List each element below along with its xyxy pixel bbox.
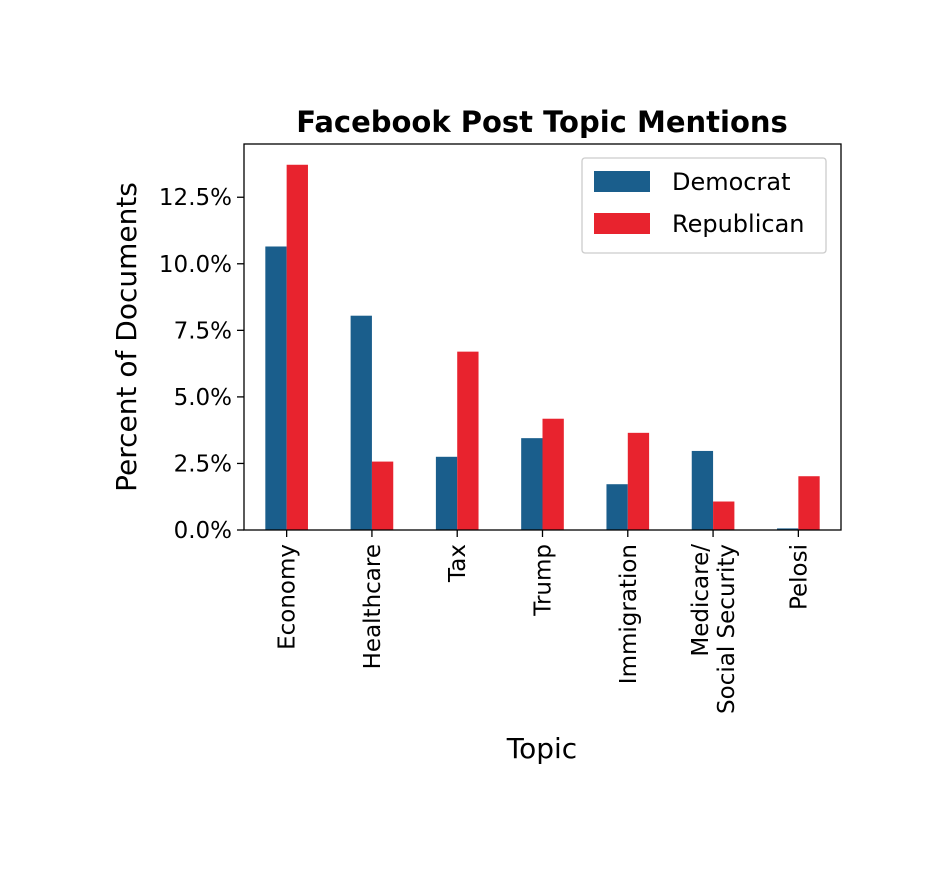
bar-republican-tax bbox=[457, 351, 479, 530]
x-tick-label-tax: Tax bbox=[445, 544, 471, 583]
chart-title: Facebook Post Topic Mentions bbox=[296, 105, 788, 139]
y-axis: 0.0% 2.5% 5.0% 7.5% 10.0% 12.5% bbox=[159, 185, 244, 544]
bar-republican-economy bbox=[286, 164, 308, 530]
bar-democrat-trump bbox=[521, 438, 543, 530]
legend-swatch-republican bbox=[594, 213, 650, 234]
bar-republican-pelosi bbox=[798, 476, 820, 530]
bars-group bbox=[265, 164, 820, 530]
x-axis-label: Topic bbox=[506, 732, 577, 765]
y-tick-label: 5.0% bbox=[174, 385, 232, 411]
bar-republican-healthcare bbox=[371, 461, 394, 530]
x-tick-label-pelosi: Pelosi bbox=[786, 544, 812, 610]
x-tick-label-healthcare: Healthcare bbox=[360, 544, 386, 669]
bar-democrat-economy bbox=[265, 246, 287, 530]
bar-democrat-medicare-social-security bbox=[691, 450, 714, 530]
legend-label-democrat: Democrat bbox=[672, 168, 791, 196]
x-tick-label-trump: Trump bbox=[531, 544, 557, 617]
y-axis-label: Percent of Documents bbox=[110, 182, 143, 492]
bar-democrat-immigration bbox=[606, 484, 628, 530]
bar-democrat-pelosi bbox=[777, 528, 799, 530]
y-tick-label: 10.0% bbox=[159, 252, 232, 278]
bar-democrat-tax bbox=[435, 456, 458, 530]
y-tick-label: 7.5% bbox=[174, 318, 232, 344]
y-tick-label: 0.0% bbox=[174, 518, 232, 544]
bar-democrat-healthcare bbox=[350, 315, 372, 530]
x-tick-label-medicare-social-security: Medicare/Social Security bbox=[688, 544, 740, 714]
legend-label-republican: Republican bbox=[672, 210, 805, 238]
x-axis: Economy Healthcare Tax Trump Immigration Medi… bbox=[275, 530, 812, 714]
x-tick-label-immigration: Immigration bbox=[616, 544, 642, 684]
y-tick-label: 12.5% bbox=[159, 185, 232, 211]
legend-swatch-democrat bbox=[594, 171, 650, 192]
bar-republican-trump bbox=[542, 418, 564, 530]
y-tick-label: 2.5% bbox=[174, 451, 232, 477]
x-tick-label-economy: Economy bbox=[275, 544, 301, 650]
bar-republican-medicare-social-security bbox=[713, 501, 735, 530]
legend: Democrat Republican bbox=[581, 157, 827, 254]
bar-republican-immigration bbox=[627, 432, 650, 530]
